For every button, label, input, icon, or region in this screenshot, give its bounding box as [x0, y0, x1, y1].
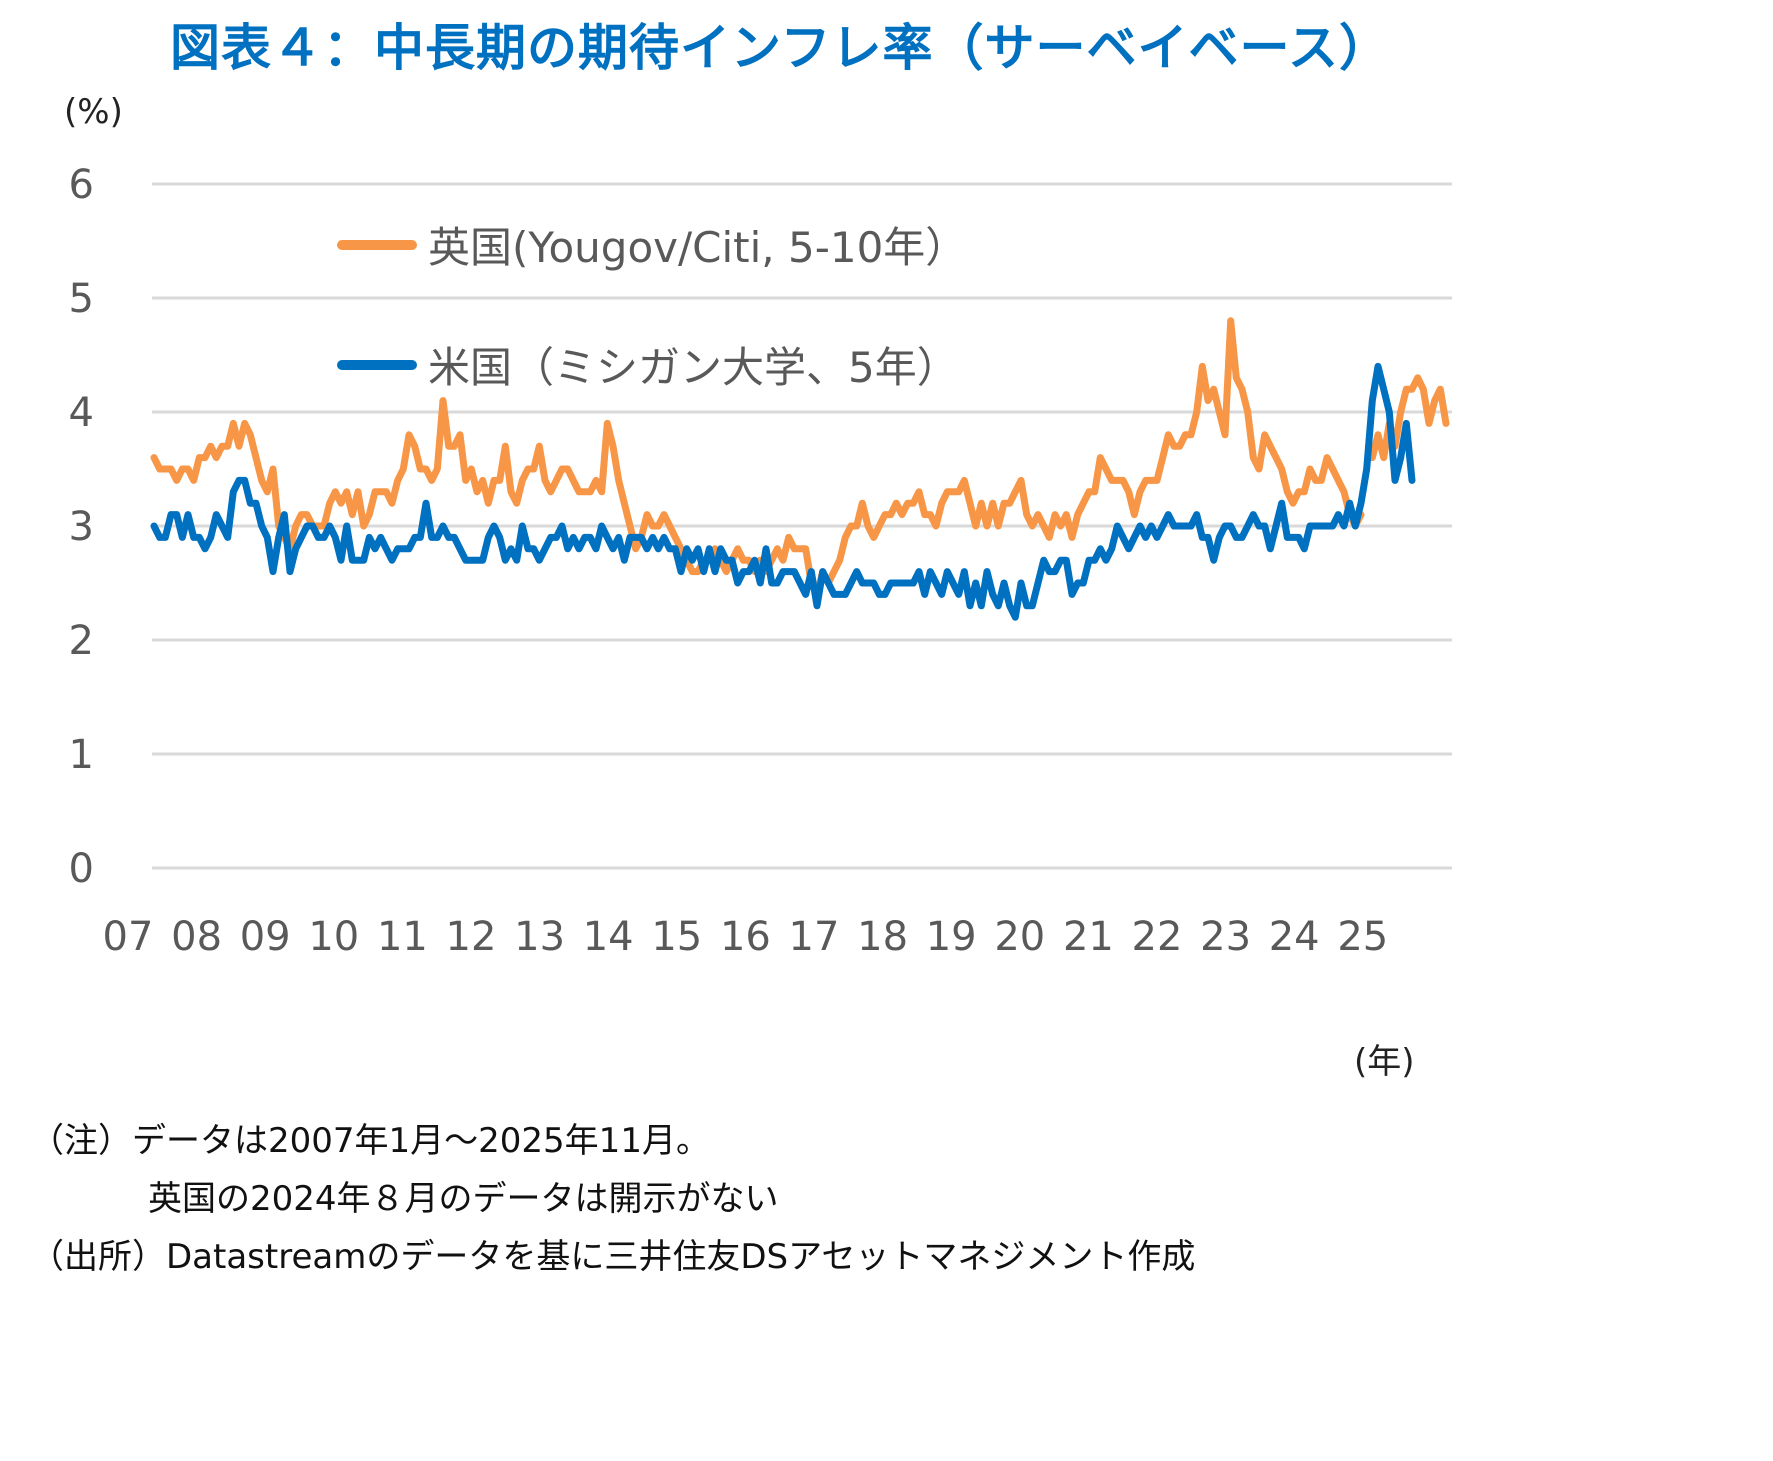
x-tick-label: 22: [1132, 914, 1183, 960]
x-tick-label: 09: [240, 914, 291, 960]
x-tick-label: 11: [377, 914, 428, 960]
x-tick-label: 10: [308, 914, 359, 960]
x-tick-label: 19: [926, 914, 977, 960]
legend: 英国(Yougov/Citi, 5-10年） 米国（ミシガン大学、5年）: [337, 223, 967, 392]
y-axis-ticks: 0 1 2 3 4 5 6: [69, 162, 94, 892]
x-tick-label: 17: [789, 914, 840, 960]
x-tick-label: 21: [1063, 914, 1114, 960]
x-tick-label: 16: [720, 914, 771, 960]
y-tick-label: 0: [69, 846, 94, 892]
chart-title: 図表４：中長期の期待インフレ率（サーベイベース）: [170, 19, 1390, 77]
y-tick-label: 3: [69, 504, 94, 550]
x-tick-label: 15: [651, 914, 702, 960]
x-tick-label: 13: [514, 914, 565, 960]
legend-uk-label: 英国(Yougov/Citi, 5-10年）: [428, 223, 967, 272]
uk-series-line: [1368, 374, 1450, 462]
x-tick-label: 20: [994, 914, 1045, 960]
y-tick-label: 5: [69, 276, 94, 322]
y-tick-label: 2: [69, 618, 94, 664]
x-tick-label: 18: [857, 914, 908, 960]
legend-us-label: 米国（ミシガン大学、5年）: [428, 343, 959, 392]
series-lines: [150, 317, 1450, 621]
x-tick-label: 12: [446, 914, 497, 960]
y-tick-label: 1: [69, 732, 94, 778]
x-axis-unit: (年): [1354, 1042, 1415, 1082]
x-tick-label: 24: [1269, 914, 1320, 960]
us-series-line: [150, 362, 1416, 621]
x-tick-label: 07: [103, 914, 154, 960]
y-tick-label: 4: [69, 390, 94, 436]
x-tick-label: 08: [171, 914, 222, 960]
x-tick-label: 23: [1200, 914, 1251, 960]
note-line-2: 英国の2024年８月のデータは開示がない: [148, 1179, 779, 1219]
source-line: （出所）Datastreamのデータを基に三井住友DSアセットマネジメント作成: [30, 1237, 1196, 1277]
x-tick-label: 14: [583, 914, 634, 960]
x-tick-label: 25: [1337, 914, 1388, 960]
x-axis-ticks: 07 08 09 10 11 12 13 14 15 16 17 18 19 20 21 22 23 24 25: [103, 914, 1389, 960]
note-line-1: （注）データは2007年1月～2025年11月。: [30, 1121, 710, 1161]
gridlines: [152, 182, 1452, 870]
footnotes: （注）データは2007年1月～2025年11月。 英国の2024年８月のデータは…: [30, 1112, 1195, 1286]
y-tick-label: 6: [69, 162, 94, 208]
y-axis-unit: (%): [64, 92, 123, 132]
